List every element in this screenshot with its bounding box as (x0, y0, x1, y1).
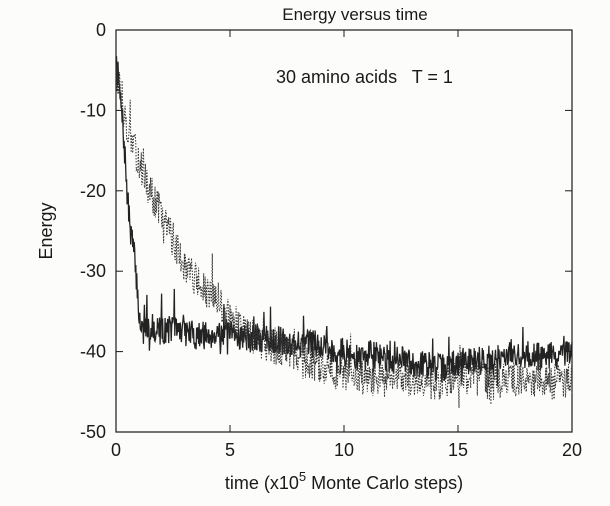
y-tick-label: -20 (80, 181, 106, 201)
x-axis-label-exponent: 5 (299, 469, 306, 484)
y-tick-label: -10 (80, 100, 106, 120)
chart-title: Energy versus time (282, 5, 428, 24)
x-tick-label: 10 (334, 440, 354, 460)
x-axis-label-suffix: Monte Carlo steps) (306, 473, 463, 493)
series-line-dotted (115, 62, 573, 408)
x-tick-label: 15 (448, 440, 468, 460)
x-tick-label: 0 (111, 440, 121, 460)
x-axis-label: time (x105 Monte Carlo steps) (225, 469, 463, 493)
y-tick-label: -30 (80, 261, 106, 281)
series-line-solid (115, 56, 573, 387)
y-tick-label: 0 (96, 20, 106, 40)
x-tick-label: 5 (225, 440, 235, 460)
ticks-layer: 0 5 10 15 20 0 -10 -20 -30 -40 -50 (80, 20, 582, 460)
annotation-text: 30 amino acids T = 1 (276, 67, 453, 87)
y-axis-label: Energy (36, 202, 56, 259)
series-layer (115, 56, 573, 408)
y-tick-label: -40 (80, 342, 106, 362)
x-axis-label-prefix: time (x10 (225, 473, 299, 493)
y-tick-label: -50 (80, 422, 106, 442)
x-tick-label: 20 (562, 440, 582, 460)
